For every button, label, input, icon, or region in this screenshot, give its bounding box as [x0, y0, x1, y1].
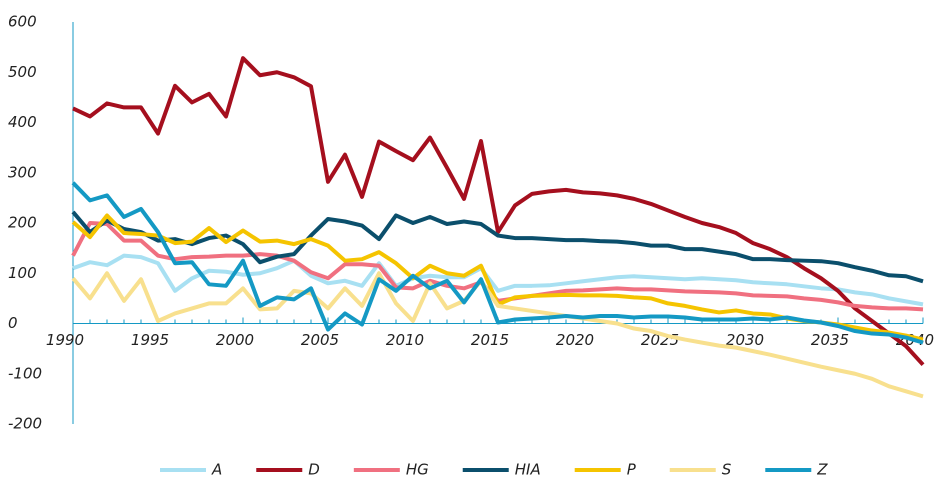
- legend-label: Z: [816, 461, 828, 479]
- series-line: [72, 56, 925, 367]
- legend-label: A: [211, 461, 222, 479]
- x-tick-label: 1990: [46, 331, 84, 349]
- x-tick-label: 2015: [471, 331, 509, 349]
- x-tick-label: 2035: [811, 331, 849, 349]
- legend-label: P: [627, 461, 637, 479]
- legend-label: S: [722, 461, 732, 479]
- series-line: [72, 253, 924, 307]
- y-tick-label: 300: [8, 163, 37, 181]
- y-tick-label: 400: [8, 113, 37, 131]
- y-tick-label: -200: [8, 415, 42, 433]
- x-tick-label: 2000: [216, 331, 254, 349]
- y-tick-label: 500: [8, 63, 37, 81]
- x-tick-label: 2020: [556, 331, 594, 349]
- x-tick-label: 2005: [301, 331, 339, 349]
- legend-label: HG: [406, 461, 429, 479]
- y-tick-label: 0: [8, 314, 18, 332]
- x-tick-label: 1995: [131, 331, 169, 349]
- series-line: [71, 181, 924, 345]
- y-tick-label: 200: [8, 214, 37, 232]
- series-line: [71, 271, 924, 399]
- y-tick-label: 600: [8, 13, 37, 31]
- y-tick-label: -100: [8, 364, 42, 382]
- legend-label: HIA: [515, 461, 541, 479]
- y-tick-label: 100: [8, 264, 37, 282]
- series-line: [71, 210, 924, 284]
- legend-label: D: [308, 461, 320, 479]
- x-tick-label: 2030: [726, 331, 764, 349]
- x-tick-label: 2010: [386, 331, 424, 349]
